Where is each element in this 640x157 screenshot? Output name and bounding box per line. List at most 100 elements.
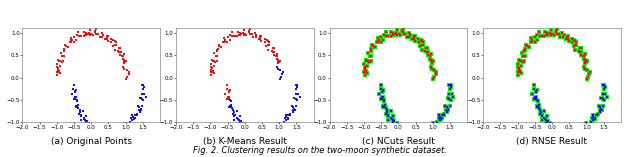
Point <box>362 72 372 75</box>
Point <box>273 61 283 64</box>
Point <box>579 53 589 55</box>
Point <box>598 93 608 95</box>
Point <box>278 70 288 73</box>
Point <box>442 110 452 113</box>
Point <box>275 59 285 62</box>
Point <box>435 119 445 121</box>
Point <box>79 30 90 33</box>
Point <box>520 48 530 50</box>
Point <box>207 59 217 61</box>
Point <box>426 61 436 64</box>
Point <box>580 125 591 127</box>
Point <box>119 59 129 62</box>
Point <box>580 62 590 64</box>
Point <box>519 50 529 52</box>
Point <box>137 84 147 87</box>
Point <box>595 106 605 108</box>
Point <box>93 129 104 132</box>
Text: (b) K-Means Result: (b) K-Means Result <box>203 137 287 146</box>
Point <box>381 35 391 37</box>
Point <box>95 130 106 133</box>
Point <box>378 88 388 91</box>
Point <box>220 39 230 42</box>
Point <box>537 114 547 116</box>
Point <box>73 107 83 110</box>
Point <box>535 113 545 116</box>
Point <box>536 114 547 117</box>
Point <box>250 131 260 134</box>
Point <box>137 93 147 95</box>
Point <box>399 129 409 132</box>
Point <box>580 125 591 127</box>
Point <box>65 37 76 39</box>
Point <box>232 35 243 37</box>
Point <box>545 122 556 125</box>
Point <box>56 51 66 54</box>
Point <box>423 51 433 54</box>
Point <box>579 66 589 68</box>
Point <box>361 70 371 73</box>
Point <box>588 115 598 118</box>
Point <box>360 68 370 71</box>
Point <box>429 124 439 127</box>
Point <box>526 41 536 43</box>
Point <box>394 126 404 128</box>
Point <box>513 68 524 71</box>
Point <box>273 68 284 70</box>
Point <box>379 106 389 108</box>
Point <box>579 55 589 57</box>
Point <box>575 47 585 49</box>
Text: (d) RNSE Result: (d) RNSE Result <box>516 137 588 146</box>
Point <box>536 114 547 117</box>
Point <box>570 129 580 132</box>
Point <box>567 41 577 44</box>
Point <box>554 129 564 132</box>
Point <box>224 98 234 101</box>
Point <box>543 119 553 122</box>
Point <box>273 59 283 62</box>
Point <box>361 60 371 62</box>
Point <box>551 30 561 33</box>
Point <box>531 90 541 92</box>
Point <box>569 39 579 42</box>
Point <box>399 32 409 35</box>
Point <box>379 106 389 108</box>
Point <box>592 114 602 116</box>
Point <box>367 44 378 47</box>
Point <box>577 51 587 54</box>
Point <box>582 77 592 80</box>
Point <box>578 54 588 57</box>
Point <box>579 55 589 57</box>
Point <box>365 60 376 62</box>
Point <box>550 124 561 127</box>
Point <box>402 130 412 133</box>
Point <box>392 122 402 125</box>
Point <box>398 28 408 30</box>
Point <box>543 33 554 35</box>
Point <box>556 130 566 133</box>
Point <box>536 35 547 38</box>
Point <box>582 124 593 127</box>
Point <box>288 110 298 113</box>
Point <box>397 30 408 33</box>
Point <box>515 70 525 73</box>
Point <box>417 129 427 132</box>
Point <box>252 34 262 36</box>
Point <box>426 62 436 64</box>
Point <box>566 132 576 134</box>
Point <box>442 106 452 108</box>
Point <box>402 130 412 133</box>
Point <box>572 44 582 47</box>
Point <box>360 71 371 73</box>
Point <box>404 36 414 38</box>
Point <box>376 35 387 38</box>
Point <box>269 54 279 56</box>
Point <box>575 127 586 130</box>
Point <box>271 58 282 60</box>
Point <box>100 129 111 132</box>
Point <box>248 130 259 133</box>
Point <box>570 133 580 135</box>
Point <box>434 113 444 116</box>
Point <box>599 99 609 102</box>
Point <box>373 39 383 42</box>
